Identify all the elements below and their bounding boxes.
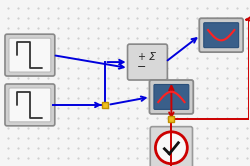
FancyBboxPatch shape (128, 44, 168, 80)
FancyBboxPatch shape (9, 88, 51, 122)
FancyBboxPatch shape (154, 84, 189, 109)
Bar (168, 116, 174, 122)
FancyBboxPatch shape (204, 23, 239, 48)
FancyBboxPatch shape (150, 127, 192, 166)
FancyBboxPatch shape (5, 84, 55, 126)
FancyBboxPatch shape (9, 38, 51, 72)
Text: Σ: Σ (149, 52, 156, 62)
FancyBboxPatch shape (199, 18, 243, 52)
Text: −: − (137, 62, 146, 72)
Text: +: + (138, 52, 145, 62)
Bar (102, 102, 108, 108)
FancyBboxPatch shape (5, 34, 55, 76)
FancyBboxPatch shape (150, 80, 193, 114)
Circle shape (156, 132, 187, 164)
